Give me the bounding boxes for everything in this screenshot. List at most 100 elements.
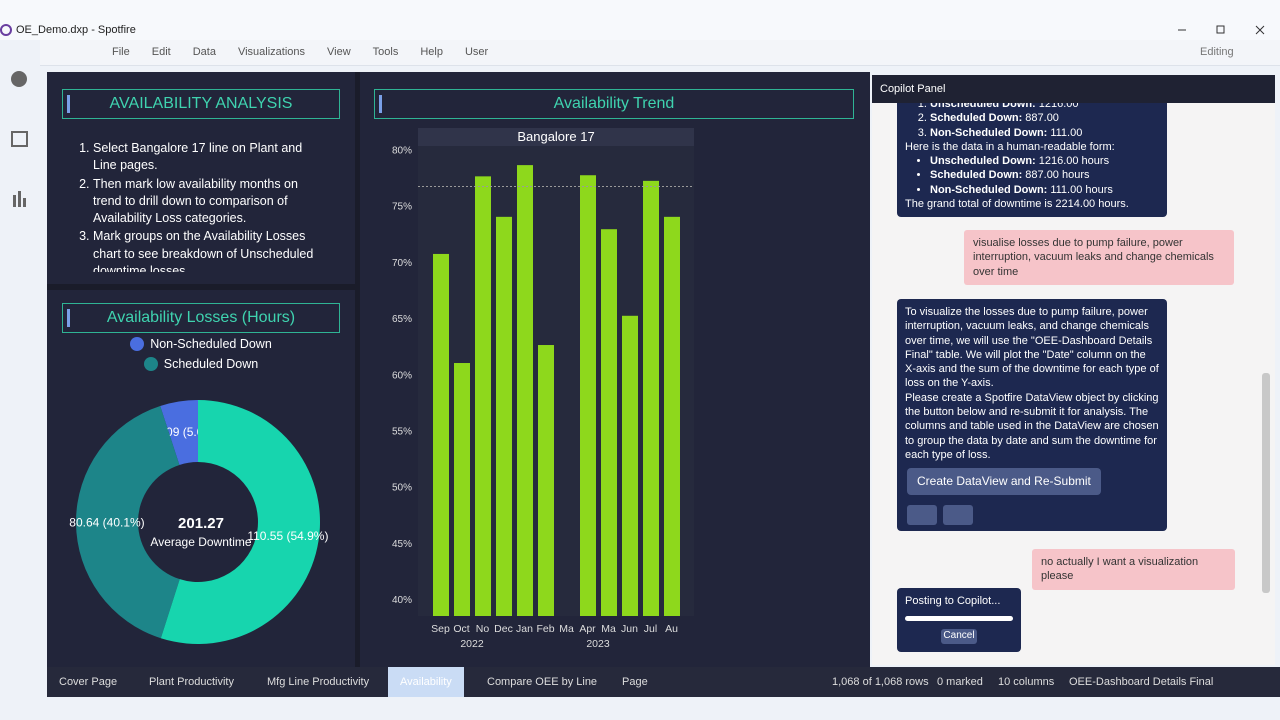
y-tick-label: 65% bbox=[392, 314, 412, 325]
chart-title: Bangalore 17 bbox=[517, 129, 594, 144]
x-tick-label: Apr bbox=[579, 623, 596, 635]
y-tick-label: 55% bbox=[392, 426, 412, 437]
year-label: 2023 bbox=[586, 638, 610, 650]
sidebar bbox=[0, 66, 40, 700]
x-tick-label: No bbox=[476, 623, 490, 635]
bar bbox=[643, 180, 659, 617]
close-button[interactable] bbox=[1255, 25, 1265, 35]
tab[interactable]: Compare OEE by Line bbox=[487, 676, 598, 688]
list-item: Unscheduled Down:1216.00 bbox=[930, 103, 1159, 111]
bar bbox=[580, 175, 596, 617]
y-tick-label: 70% bbox=[392, 258, 412, 269]
mode-selector[interactable]: Editing bbox=[1200, 46, 1234, 58]
x-tick-label: Ma bbox=[601, 623, 616, 635]
menu-item[interactable]: Edit bbox=[151, 46, 171, 58]
list-item: Non-Scheduled Down:111.00 hours bbox=[930, 183, 1159, 197]
list-item: Non-Scheduled Down:111.00 bbox=[930, 126, 1159, 140]
year-label: 2022 bbox=[460, 638, 484, 650]
step: Select Bangalore 17 line on Plant and Li… bbox=[93, 140, 325, 175]
user-message: visualise losses due to pump failure, po… bbox=[964, 230, 1234, 285]
step: Then mark low availability months on tre… bbox=[93, 176, 325, 228]
item-value: 887.00 hours bbox=[1025, 169, 1090, 182]
feedback bbox=[905, 495, 1159, 525]
slice-label: 110.55 (54.9%) bbox=[247, 529, 328, 543]
menu-item[interactable]: View bbox=[327, 46, 351, 58]
app-icon bbox=[0, 24, 12, 36]
donut-slice bbox=[160, 400, 198, 465]
item-label: Unscheduled Down: bbox=[930, 103, 1036, 110]
posting-status: Posting to Copilot... bbox=[905, 595, 1001, 607]
bot-message: To visualize the losses due to pump fail… bbox=[897, 299, 1167, 531]
x-tick-label: Dec bbox=[494, 623, 513, 635]
bar bbox=[433, 253, 449, 617]
tab[interactable]: Mfg Line Productivity bbox=[267, 676, 370, 688]
tab[interactable]: Cover Page bbox=[59, 676, 118, 688]
menu-item[interactable]: Data bbox=[192, 46, 216, 58]
window-title: OE_Demo.dxp - Spotfire bbox=[16, 24, 136, 36]
tab[interactable]: Availability bbox=[388, 667, 464, 697]
step: Mark groups on the Availability Losses c… bbox=[93, 228, 325, 272]
legend: Non-Scheduled Down Scheduled Down bbox=[47, 337, 355, 371]
thumbs-down-button[interactable] bbox=[943, 504, 973, 525]
donut-slice bbox=[76, 406, 180, 639]
total-text: The grand total of downtime is 2214.00 h… bbox=[905, 198, 1129, 211]
chat-area: Unscheduled Down:1216.00Scheduled Down:8… bbox=[872, 103, 1275, 665]
add-icon[interactable] bbox=[11, 71, 27, 87]
legend-swatch bbox=[143, 357, 158, 371]
item-label: Scheduled Down: bbox=[930, 169, 1023, 182]
menu-item[interactable]: Help bbox=[420, 46, 443, 58]
thumbs-up-button[interactable] bbox=[907, 504, 937, 525]
copilot-panel: Copilot Panel Unscheduled Down:1216.00Sc… bbox=[872, 75, 1275, 665]
tab[interactable]: Page bbox=[622, 676, 648, 688]
center-value: 201.27 bbox=[178, 515, 224, 532]
x-tick-label: Ma bbox=[559, 623, 574, 635]
cancel-button[interactable]: Cancel bbox=[941, 629, 977, 644]
menu-item[interactable]: User bbox=[464, 46, 489, 58]
step-list: Select Bangalore 17 line on Plant and Li… bbox=[75, 140, 325, 272]
bar bbox=[622, 315, 638, 616]
legend-item[interactable]: Non-Scheduled Down bbox=[130, 337, 272, 351]
chart-icon[interactable] bbox=[23, 198, 26, 207]
list-item: Scheduled Down:887.00 bbox=[930, 111, 1159, 125]
x-tick-label: Jun bbox=[621, 623, 638, 635]
menu: File Edit Data Visualizations View Tools Help U… bbox=[112, 46, 488, 58]
item-value: 1216.00 hours bbox=[1038, 155, 1110, 168]
legend-label: Scheduled Down bbox=[163, 357, 259, 371]
item-value: 111.00 bbox=[1050, 126, 1083, 139]
chart-icon[interactable] bbox=[18, 191, 21, 207]
chart-title-bar bbox=[418, 128, 694, 146]
y-tick-label: 75% bbox=[392, 202, 412, 213]
item-value: 111.00 hours bbox=[1050, 183, 1113, 196]
item-value: 1216.00 bbox=[1038, 103, 1079, 110]
posting-box: Posting to Copilot... Cancel bbox=[897, 588, 1021, 652]
menu-item[interactable]: Visualizations bbox=[237, 46, 306, 58]
panel-header: AVAILABILITY ANALYSIS bbox=[62, 89, 340, 119]
list-item: Scheduled Down:887.00 hours bbox=[930, 168, 1159, 182]
create-dataview-button[interactable]: Create DataView and Re-Submit bbox=[907, 468, 1101, 495]
bar bbox=[454, 363, 470, 616]
slice-label: 80.64 (40.1%) bbox=[69, 515, 144, 529]
bar bbox=[601, 229, 617, 616]
bar bbox=[475, 176, 491, 616]
table-icon[interactable] bbox=[11, 131, 28, 147]
menu-item[interactable]: Tools bbox=[372, 46, 399, 58]
maximize-button[interactable] bbox=[1216, 25, 1225, 34]
item-label: Scheduled Down: bbox=[930, 112, 1023, 125]
tab-bar: Cover Page Plant Productivity Mfg Line Pro… bbox=[47, 667, 1280, 697]
tab[interactable]: Plant Productivity bbox=[149, 676, 234, 688]
reply-text: Please create a Spotfire DataView object… bbox=[905, 391, 1159, 461]
panel-header: Availability Trend bbox=[374, 89, 854, 119]
panel-header: Copilot Panel bbox=[872, 75, 1275, 103]
y-tick-label: 50% bbox=[392, 483, 412, 494]
scrollbar[interactable] bbox=[1262, 373, 1270, 593]
x-tick-label: Oct bbox=[453, 623, 469, 635]
numbered-list: Unscheduled Down:1216.00Scheduled Down:8… bbox=[905, 103, 1159, 140]
user-message: no actually I want a visualization pleas… bbox=[1032, 549, 1235, 590]
menu-item[interactable]: File bbox=[112, 46, 130, 58]
chart-icon[interactable] bbox=[13, 195, 16, 207]
legend-item[interactable]: Scheduled Down bbox=[143, 357, 259, 371]
status-item: OEE-Dashboard Details Final bbox=[1069, 676, 1214, 688]
status-item: 0 marked bbox=[937, 676, 983, 688]
